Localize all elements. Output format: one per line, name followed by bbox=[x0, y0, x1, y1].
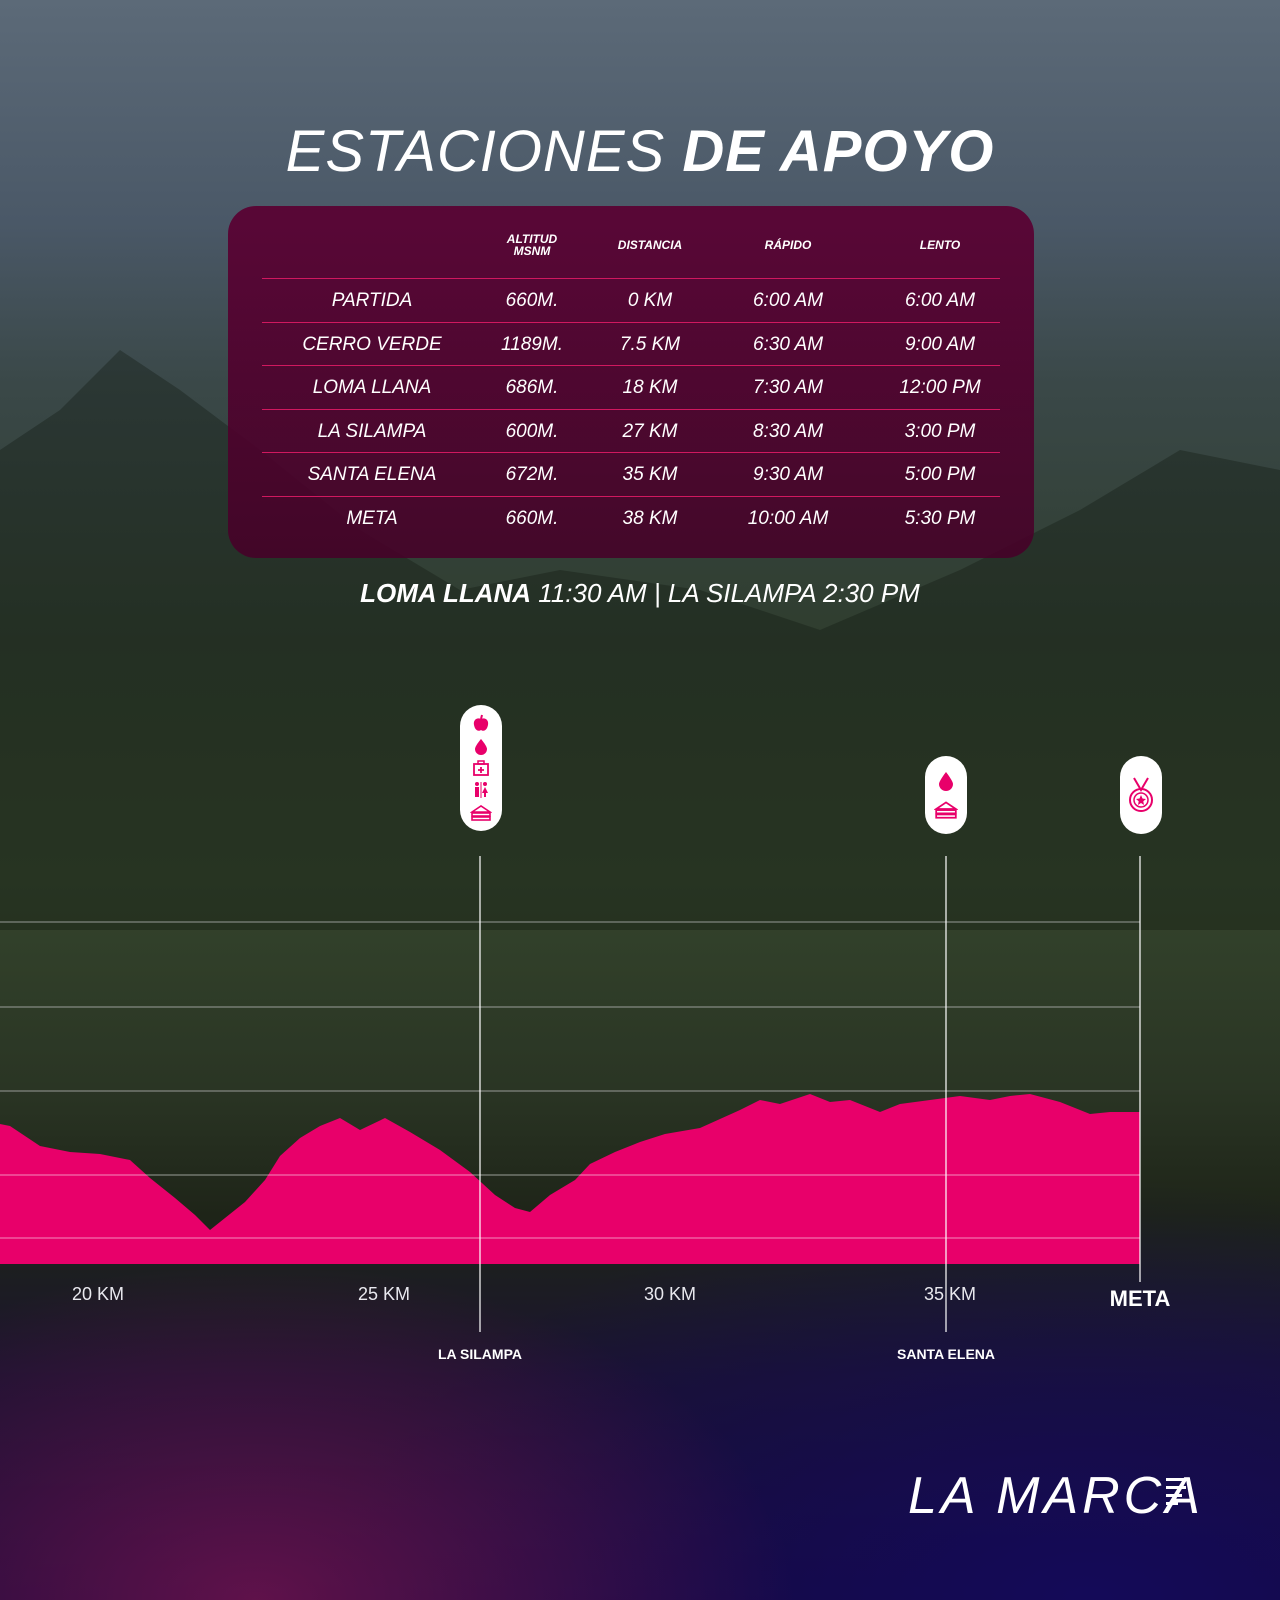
page-title: ESTACIONES DE APOYO bbox=[285, 119, 995, 184]
header-altitude: ALTITUD MSNM bbox=[506, 232, 558, 258]
profile-svg bbox=[0, 856, 1141, 1332]
header-fast: RÁPIDO bbox=[764, 238, 812, 252]
table-row-meta: META 660M. 38 KM 10:00 AM 5:30 PM bbox=[262, 495, 1000, 540]
cell-station: PARTIDA bbox=[331, 290, 413, 311]
cell-slow: 9:00 AM bbox=[904, 333, 976, 355]
cell-altitude: 672M. bbox=[505, 464, 559, 485]
finish-label: META bbox=[1109, 1286, 1171, 1311]
first-aid-kit-icon bbox=[473, 760, 489, 776]
cell-altitude: 686M. bbox=[505, 377, 559, 398]
elevation-area bbox=[0, 1094, 1140, 1264]
cell-station: SANTA ELENA bbox=[307, 464, 437, 485]
cell-distance: 27 KM bbox=[622, 420, 678, 442]
table-row-partida: PARTIDA 660M. 0 KM 6:00 AM 6:00 AM bbox=[262, 278, 1000, 322]
header-distance: DISTANCIA bbox=[617, 238, 683, 252]
restroom-icon bbox=[475, 782, 488, 798]
medal-icon bbox=[1129, 777, 1153, 812]
axis-tick-25km: 25 KM bbox=[357, 1284, 411, 1304]
axis-tick-35km: 35 KM bbox=[923, 1284, 977, 1304]
water-drop-icon bbox=[475, 739, 487, 755]
cell-altitude: 600M. bbox=[505, 420, 559, 442]
cell-fast: 6:00 AM bbox=[752, 290, 824, 311]
cell-distance: 35 KM bbox=[622, 464, 678, 485]
cell-altitude: 660M. bbox=[505, 507, 559, 529]
cell-distance: 0 KM bbox=[627, 290, 673, 311]
cell-fast: 10:00 AM bbox=[747, 507, 829, 529]
marker-la-silampa[interactable] bbox=[460, 705, 502, 831]
cell-fast: 9:30 AM bbox=[752, 464, 824, 485]
marker-meta[interactable] bbox=[1120, 756, 1162, 834]
axis-tick-30km: 30 KM bbox=[643, 1284, 697, 1304]
cell-distance: 18 KM bbox=[622, 377, 678, 398]
table-row-santa-elena: SANTA ELENA 672M. 35 KM 9:30 AM 5:00 PM bbox=[262, 452, 1000, 496]
station-label-santa-elena: SANTA ELENA bbox=[897, 1346, 995, 1362]
cell-slow: 3:00 PM bbox=[904, 420, 976, 442]
cell-altitude: 1189M. bbox=[501, 333, 563, 355]
table-row-loma-llana: LOMA LLANA 686M. 18 KM 7:30 AM 12:00 PM bbox=[262, 365, 1000, 409]
stations-table: ALTITUD MSNM DISTANCIA RÁPIDO LENTO PART… bbox=[228, 206, 1034, 558]
cell-slow: 6:00 AM bbox=[904, 290, 976, 311]
elevation-profile: 20 KM 25 KM 30 KM 35 KM META LA SILAMPA … bbox=[0, 690, 1280, 1390]
cell-fast: 8:30 AM bbox=[752, 420, 824, 442]
station-label-la-silampa: LA SILAMPA bbox=[438, 1346, 522, 1362]
cell-slow: 5:00 PM bbox=[904, 464, 976, 485]
axis-tick-20km: 20 KM bbox=[71, 1284, 125, 1304]
cell-slow: 12:00 PM bbox=[899, 377, 981, 398]
cell-altitude: 660M. bbox=[505, 290, 559, 311]
cell-station: META bbox=[346, 507, 398, 529]
cell-fast: 7:30 AM bbox=[752, 377, 824, 398]
water-drop-icon bbox=[939, 772, 953, 791]
cell-station: LA SILAMPA bbox=[317, 420, 427, 442]
sandwich-icon bbox=[934, 801, 958, 819]
table-row-cerro-verde: CERRO VERDE 1189M. 7.5 KM 6:30 AM 9:00 AM bbox=[262, 321, 1000, 366]
apple-icon bbox=[473, 714, 489, 731]
header-slow: LENTO bbox=[919, 238, 961, 252]
table-row-la-silampa: LA SILAMPA 600M. 27 KM 8:30 AM 3:00 PM bbox=[262, 408, 1000, 453]
table-header: ALTITUD MSNM DISTANCIA RÁPIDO LENTO bbox=[228, 232, 1034, 266]
cell-station: LOMA LLANA bbox=[312, 377, 432, 398]
cell-slow: 5:30 PM bbox=[904, 507, 976, 529]
marker-santa-elena[interactable] bbox=[925, 756, 967, 834]
schedule-note: LOMA LLANA 11:30 AM | LA SILAMPA 2:30 PM bbox=[360, 578, 920, 608]
sandwich-icon bbox=[470, 805, 492, 821]
logo-lines-icon bbox=[1166, 1478, 1190, 1505]
cell-fast: 6:30 AM bbox=[752, 333, 824, 355]
cell-distance: 38 KM bbox=[622, 507, 678, 529]
brand-logo: LA MARCA bbox=[908, 1467, 1204, 1525]
cell-distance: 7.5 KM bbox=[619, 333, 681, 355]
cell-station: CERRO VERDE bbox=[302, 333, 442, 355]
